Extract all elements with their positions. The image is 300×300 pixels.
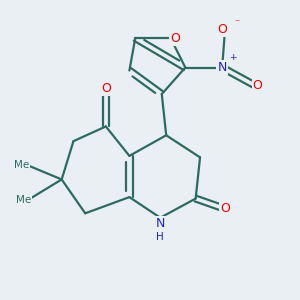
Text: +: + [229, 53, 236, 62]
Text: N: N [218, 61, 227, 74]
Text: Me: Me [16, 195, 31, 205]
Text: O: O [220, 202, 230, 215]
Text: N: N [156, 217, 165, 230]
Text: ⁻: ⁻ [234, 18, 239, 28]
Text: Me: Me [14, 160, 29, 170]
Text: H: H [156, 232, 164, 242]
Text: O: O [170, 32, 180, 45]
Text: O: O [217, 23, 227, 36]
Text: O: O [101, 82, 111, 95]
Text: O: O [253, 79, 262, 92]
